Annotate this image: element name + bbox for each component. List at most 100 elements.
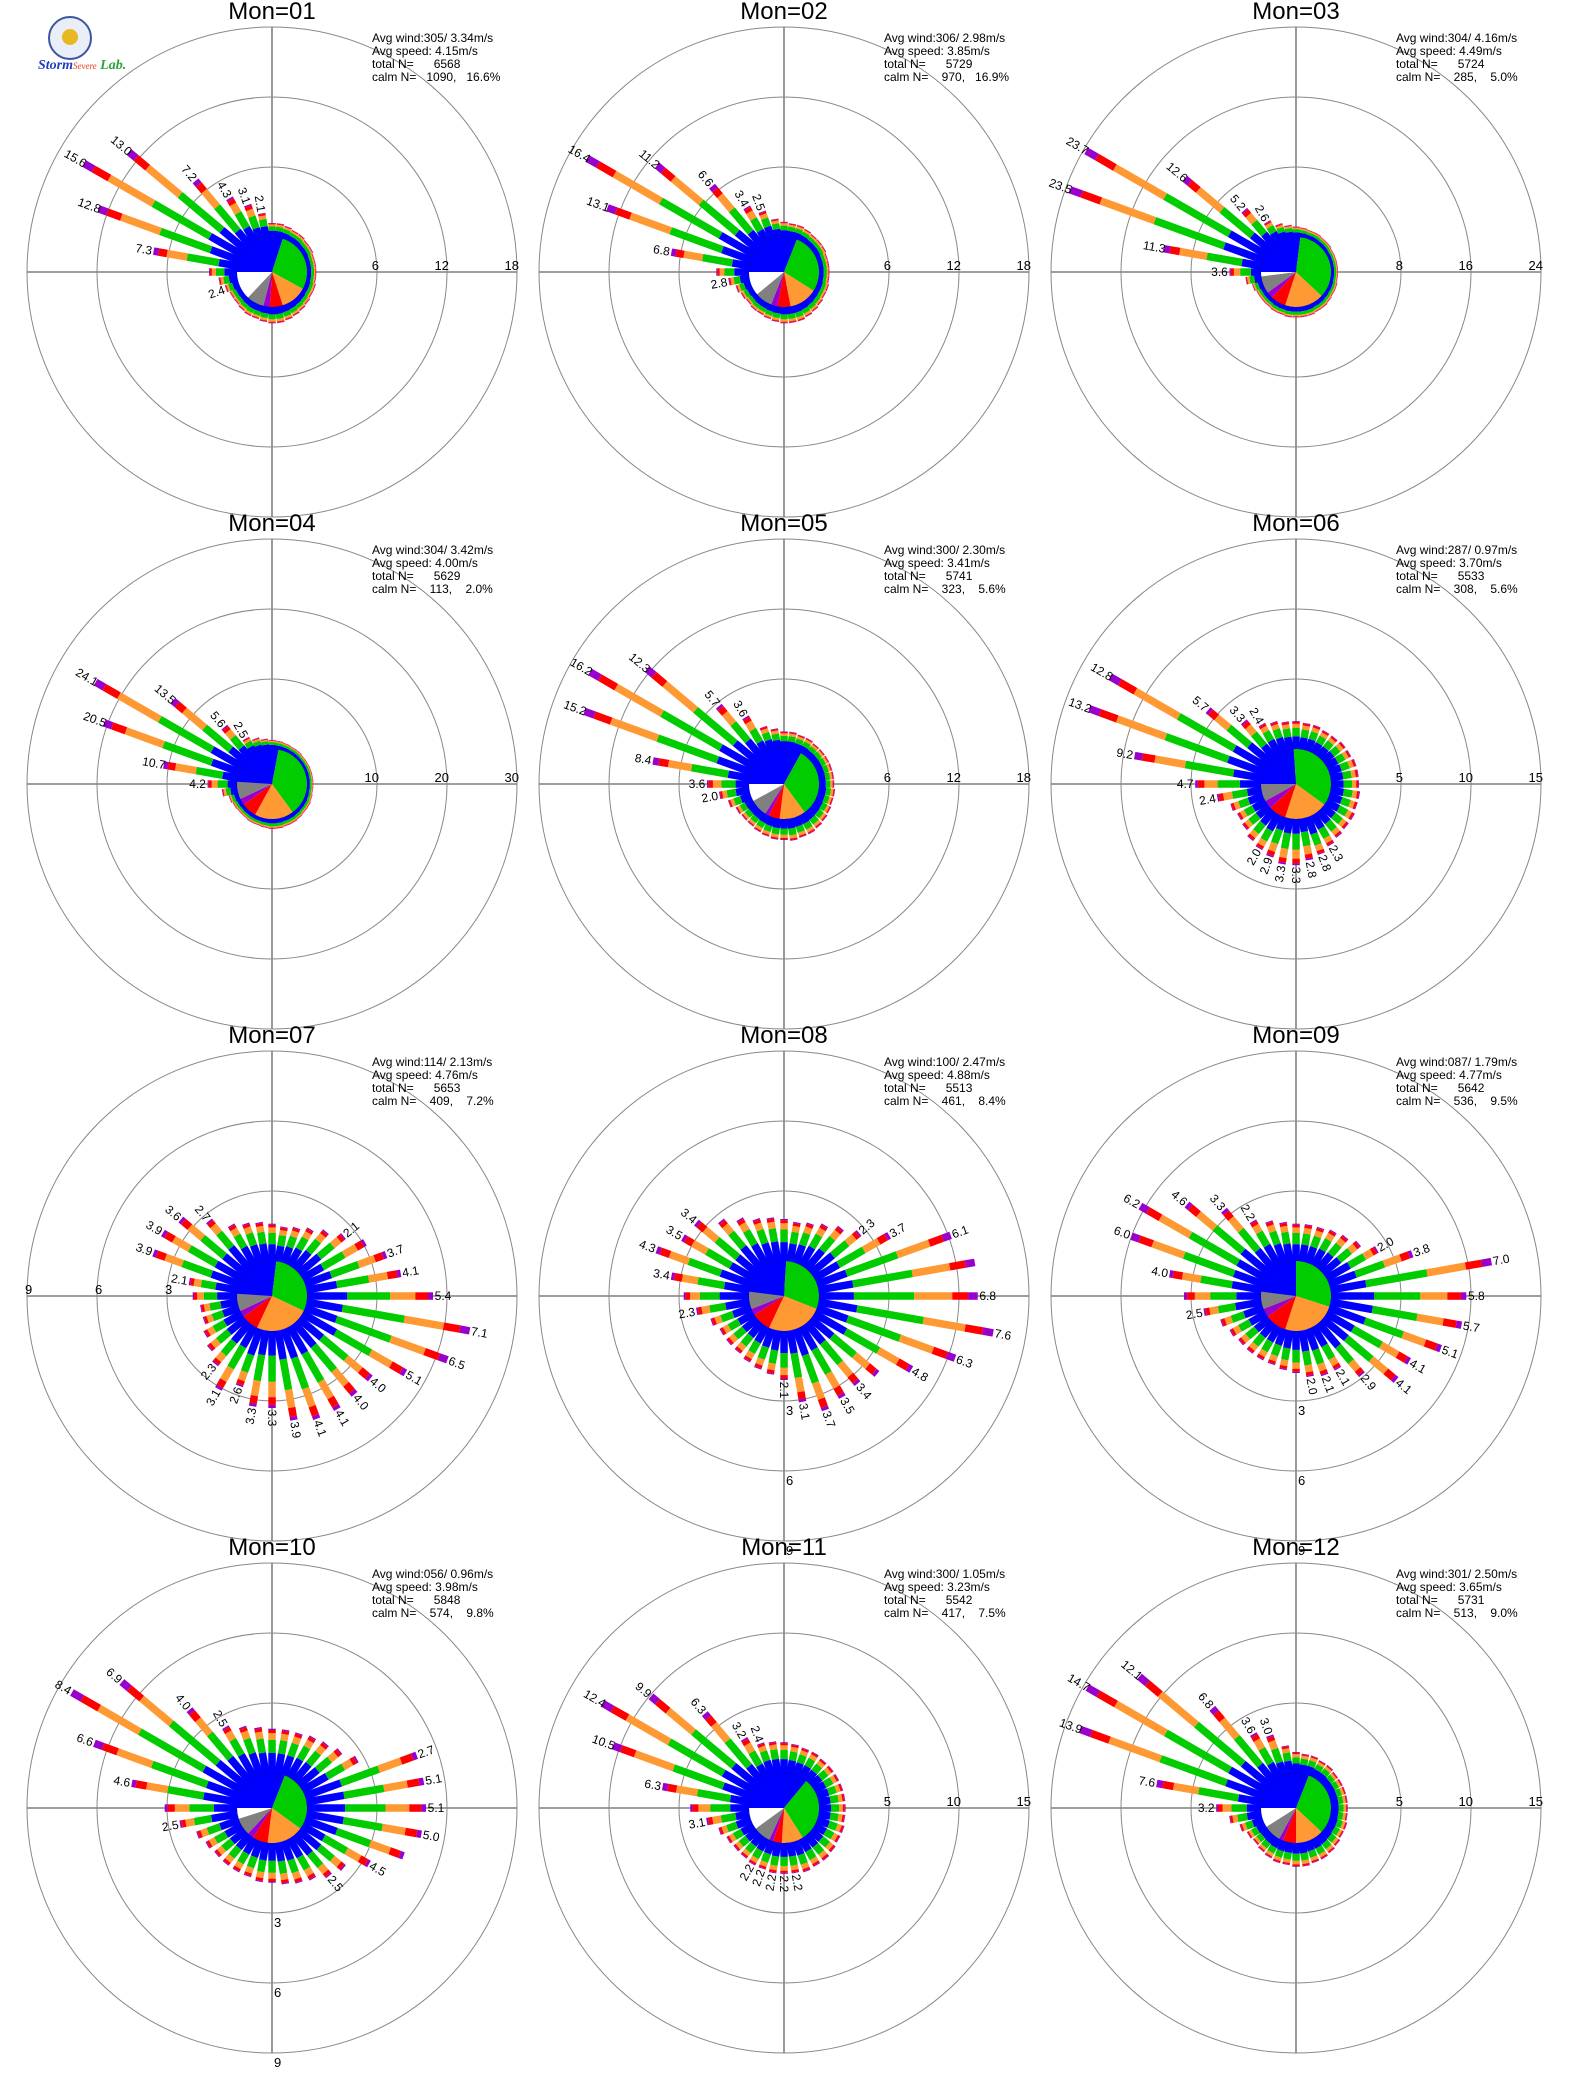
wind-bar-segment [1113,164,1167,200]
wind-bar-segment [811,1763,823,1775]
wind-bar-segment [780,741,788,749]
speed-pie-slice [1267,1296,1296,1330]
wind-bar-segment [275,826,284,829]
wind-bar-segment [275,822,283,827]
wind-bar-segment [780,819,788,829]
wind-bar-segment [1329,772,1344,782]
wind-bar-segment [780,1353,788,1368]
wind-bar-segment [830,797,834,806]
windrose-title: Mon=10 [228,1534,315,1561]
wind-bar-segment [1247,742,1272,765]
wind-bar-segment [799,834,807,838]
wind-bar-segment [1374,1292,1421,1300]
wind-bar-segment [291,229,299,234]
wind-bar-segment [822,1777,834,1788]
wind-bar-segment [735,1810,751,1821]
wind-bar-segment [209,268,212,276]
wind-bar-segment [752,1847,764,1860]
stats-line: Avg wind:305/ 3.34m/s [372,31,493,45]
wind-bar-segment [659,197,723,239]
wind-bar-segment [1329,745,1341,757]
wind-bar-segment [1345,750,1351,758]
wind-bar-segment [1146,1207,1163,1221]
wind-bar-segment [296,814,303,820]
wind-bar-segment [210,1270,241,1288]
wind-bar-segment [333,1749,342,1758]
wind-bar-segment [281,1730,290,1735]
wind-bar-segment [197,1292,204,1300]
wind-bar-segment [1260,297,1266,303]
wind-bar-segment [768,1228,779,1243]
wind-bar-segment [809,1856,819,1865]
wind-bar-segment [281,1729,290,1732]
wind-bar-segment [709,1302,727,1313]
wind-bar-segment [803,808,816,821]
wind-bar-segment [206,1823,222,1835]
wind-bar-segment [780,1378,788,1380]
wind-bar-segment [277,1860,288,1875]
wind-bar-segment [819,1759,826,1766]
wind-bar-segment [256,1738,266,1754]
wind-bar-segment [1331,290,1335,297]
wind-bar-segment [1335,743,1344,752]
wind-bar-segment [825,284,829,292]
wind-bar-segment [1310,812,1325,830]
wind-bar-segment [780,1219,788,1221]
wind-bar-segment [759,213,769,220]
wind-bar-segment [1313,306,1322,312]
wind-bar-segment [1242,823,1248,831]
wind-bar-segment [1318,1851,1327,1858]
wind-bar-segment [1395,1351,1408,1363]
wind-bar-segment [780,839,788,840]
wind-bar-segment [222,1860,230,1866]
speed-pie-slice [1261,237,1301,272]
wind-bar-segment [692,1804,699,1812]
wind-bar-segment [808,1827,824,1842]
wind-bar-segment [750,814,760,824]
wind-bar-segment [381,1251,388,1260]
wind-bar-segment [733,276,741,285]
wind-bar-segment [421,1804,426,1812]
wind-bar-segment [769,1869,777,1873]
speed-pie-slice [1265,784,1296,808]
wind-bar-segment [281,819,290,825]
wind-bar-segment [771,733,780,741]
wind-bar-segment [174,701,187,714]
wind-bar-segment [1116,715,1168,741]
wind-bar-segment [839,1825,844,1833]
wind-bar-segment [825,1841,834,1851]
windrose-mon-10: Mon=103692.75.15.15.04.52.52.54.66.68.46… [26,1534,518,2070]
wind-bar-segment [1314,232,1322,237]
wind-bar-segment [1216,1804,1218,1812]
wind-bar-segment [697,1277,726,1290]
wind-bar-segment [743,289,751,298]
wind-bar-segment [1327,255,1334,264]
wind-bar-segment [822,275,827,284]
wind-bar-segment [202,724,234,753]
wind-bar-segment [1284,227,1293,233]
wind-bar-segment [764,1839,776,1855]
wind-bar-segment [681,1274,699,1285]
wind-bar-segment [1301,1754,1310,1757]
wind-bar-segment [331,1367,349,1387]
wind-bar-segment [718,232,756,258]
wind-bar-segment [1239,1824,1243,1832]
wind-bar-segment [304,247,311,256]
wind-bar-segment [305,261,312,270]
wind-bar-segment [739,282,746,292]
wind-bar-segment [705,1248,733,1269]
wind-bar-segment [1216,793,1220,802]
wind-bar-segment [791,1225,800,1233]
wind-bar-segment [229,795,234,803]
wind-bar-segment [257,1859,267,1873]
wind-bar-segment [830,1240,850,1259]
wind-bar-segment [1282,1858,1291,1863]
wind-bar-segment [234,298,240,305]
wind-bar-segment [1275,223,1283,228]
windrose-mon-01: Mon=016 12 182.47.312.815.613.07.24.3 3.12.… [26,0,519,518]
wind-bar-segment [721,1825,729,1834]
wind-bar-segment [1249,1219,1257,1225]
wind-bar-segment [329,1855,342,1868]
